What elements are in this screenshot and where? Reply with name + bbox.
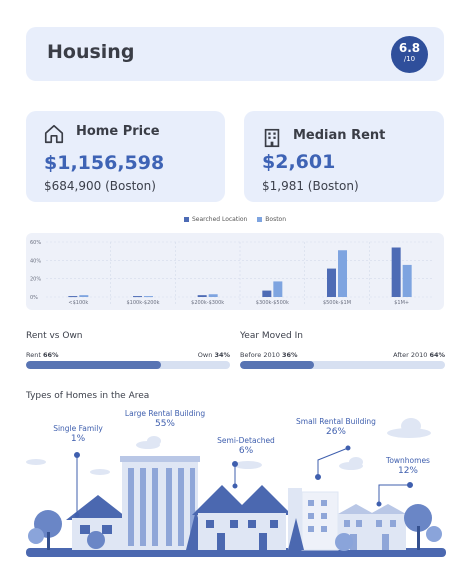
home-price-comparison: $684,900 (Boston) bbox=[44, 179, 156, 193]
rent-caption: Rent 66% bbox=[26, 351, 59, 359]
score-denominator: /10 bbox=[403, 55, 416, 63]
rent-label: Rent bbox=[26, 351, 41, 359]
legend-item-boston: Boston bbox=[257, 216, 286, 223]
legend-label-searched: Searched Location bbox=[191, 216, 248, 223]
own-value: 34% bbox=[214, 351, 230, 359]
after-2010-value: 64% bbox=[429, 351, 445, 359]
home-price-label: Home Price bbox=[76, 124, 160, 139]
bar-boston bbox=[402, 264, 412, 297]
bar-searched bbox=[133, 296, 142, 298]
city-illustration-svg bbox=[26, 418, 446, 557]
home-types-illustration: Single Family 1% Large Rental Building 5… bbox=[26, 400, 446, 565]
y-tick-label: 40% bbox=[30, 258, 41, 264]
year-moved-title: Year Moved In bbox=[240, 331, 303, 341]
x-tick-label: $500k-$1M bbox=[323, 300, 351, 306]
home-type-pct: 12% bbox=[397, 466, 418, 476]
housing-header-card: Housing 6.8 /10 bbox=[26, 27, 444, 81]
x-tick-label: $1M+ bbox=[394, 300, 409, 306]
median-rent-comparison: $1,981 (Boston) bbox=[262, 179, 359, 193]
home-type-large-rental: Large Rental Building 55% bbox=[110, 409, 220, 429]
page-title: Housing bbox=[47, 41, 135, 63]
legend-item-searched: Searched Location bbox=[183, 216, 248, 223]
bar-boston bbox=[273, 281, 283, 297]
y-tick-label: 0% bbox=[30, 295, 38, 301]
apartment-building-icon bbox=[264, 128, 280, 148]
y-tick-label: 20% bbox=[30, 277, 41, 283]
home-type-pct: 55% bbox=[154, 419, 175, 429]
score-badge: 6.8 /10 bbox=[391, 36, 428, 73]
legend-swatch-searched bbox=[183, 217, 189, 222]
home-price-value: $1,156,598 bbox=[44, 152, 165, 174]
rent-vs-own-bar bbox=[26, 361, 230, 369]
home-type-label: Townhomes bbox=[386, 456, 430, 465]
bar-boston bbox=[79, 295, 89, 297]
score-value: 6.8 bbox=[398, 41, 421, 55]
bar-searched bbox=[68, 296, 78, 298]
bar-boston bbox=[144, 296, 153, 298]
legend-swatch-boston bbox=[257, 217, 263, 222]
home-type-pct: 6% bbox=[238, 446, 254, 456]
before-2010-value: 36% bbox=[281, 351, 298, 359]
home-type-pct: 26% bbox=[325, 427, 346, 437]
bar-searched bbox=[197, 295, 207, 297]
bar-boston bbox=[338, 250, 347, 297]
before-2010-label: Before 2010 bbox=[240, 351, 280, 359]
own-caption: Own 34% bbox=[198, 351, 230, 359]
x-tick-label: $300k-$500k bbox=[256, 300, 289, 306]
bar-searched bbox=[327, 268, 336, 297]
bar-searched bbox=[262, 290, 272, 297]
median-rent-value: $2,601 bbox=[262, 151, 336, 173]
home-type-small-rental: Small Rental Building 26% bbox=[288, 417, 384, 437]
bar-searched bbox=[391, 247, 401, 297]
home-type-label: Single Family bbox=[53, 424, 103, 433]
x-tick-label: $200k-$300k bbox=[191, 300, 224, 306]
x-tick-label: $100k-$200k bbox=[126, 300, 159, 306]
home-type-single-family: Single Family 1% bbox=[40, 424, 116, 444]
clouds bbox=[26, 418, 431, 475]
rent-vs-own-title: Rent vs Own bbox=[26, 331, 83, 341]
after-2010-label: After 2010 bbox=[393, 351, 428, 359]
house-outline-icon bbox=[44, 124, 64, 144]
price-chart-svg: 60% 40% 20% 0% <$100k $100k-$200k $200k-$300k $… bbox=[30, 240, 434, 306]
legend-label-boston: Boston bbox=[265, 216, 287, 223]
rent-vs-own-fill bbox=[26, 361, 161, 369]
home-price-card: Home Price $1,156,598 $684,900 (Boston) bbox=[26, 111, 225, 202]
home-type-pct: 1% bbox=[70, 434, 86, 444]
year-moved-bar bbox=[240, 361, 445, 369]
rent-value: 66% bbox=[42, 351, 59, 359]
median-rent-label: Median Rent bbox=[293, 128, 386, 143]
home-type-label: Small Rental Building bbox=[296, 417, 376, 426]
median-rent-card: Median Rent $2,601 $1,981 (Boston) bbox=[244, 111, 444, 202]
home-type-townhomes: Townhomes 12% bbox=[376, 456, 440, 476]
year-moved-fill bbox=[240, 361, 314, 369]
after-2010-caption: After 2010 64% bbox=[393, 351, 445, 359]
home-price-distribution-chart: 60% 40% 20% 0% <$100k $100k-$200k $200k-$300k $… bbox=[26, 233, 444, 310]
bar-boston bbox=[208, 294, 218, 297]
x-tick-label: <$100k bbox=[68, 300, 88, 306]
chart-legend: Searched Location Boston bbox=[0, 216, 470, 223]
home-types-title: Types of Homes in the Area bbox=[26, 391, 150, 401]
own-label: Own bbox=[197, 351, 213, 359]
home-type-label: Semi-Detached bbox=[217, 436, 275, 445]
before-2010-caption: Before 2010 36% bbox=[240, 351, 298, 359]
home-type-semi-detached: Semi-Detached 6% bbox=[204, 436, 288, 456]
home-type-label: Large Rental Building bbox=[124, 409, 206, 418]
y-tick-label: 60% bbox=[30, 240, 41, 246]
